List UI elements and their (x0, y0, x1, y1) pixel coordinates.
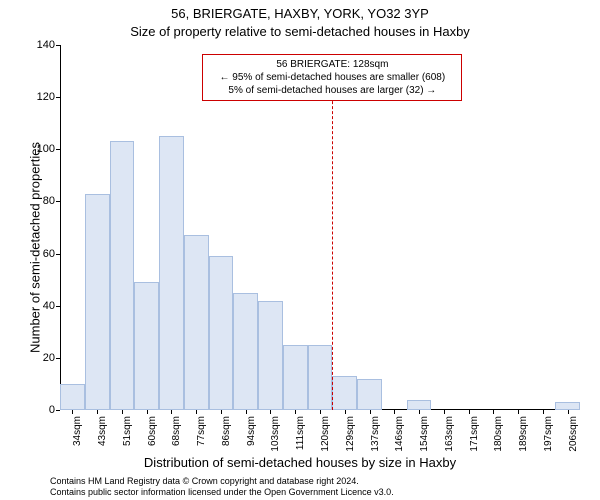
histogram-bar (184, 235, 209, 410)
y-tick-label: 80 (25, 195, 55, 207)
x-tick-label: 43sqm (97, 416, 99, 446)
histogram-bar (283, 345, 308, 410)
y-tick-label: 40 (25, 300, 55, 312)
x-tick-label: 137sqm (370, 416, 372, 452)
chart-container: 56, BRIERGATE, HAXBY, YORK, YO32 3YP Siz… (0, 0, 600, 500)
plot-area: 020406080100120140 34sqm43sqm51sqm60sqm6… (60, 45, 580, 410)
x-tick-label: 197sqm (543, 416, 545, 452)
x-tick-label: 180sqm (493, 416, 495, 452)
y-tick-label: 60 (25, 248, 55, 260)
x-tick-label: 171sqm (469, 416, 471, 452)
x-tick-label: 68sqm (171, 416, 173, 446)
histogram-bar (159, 136, 184, 410)
chart-title-desc: Size of property relative to semi-detach… (0, 24, 600, 39)
x-tick-label: 111sqm (295, 416, 297, 450)
x-tick-label: 103sqm (270, 416, 272, 452)
x-axis-label: Distribution of semi-detached houses by … (0, 455, 600, 470)
histogram-bar (258, 301, 283, 411)
histogram-bar (332, 376, 357, 410)
x-tick-label: 120sqm (320, 416, 322, 452)
histogram-bar (407, 400, 432, 410)
info-box-line: ← 95% of semi-detached houses are smalle… (209, 71, 455, 84)
x-tick-label: 163sqm (444, 416, 446, 452)
x-tick-label: 94sqm (246, 416, 248, 446)
footer-line1: Contains HM Land Registry data © Crown c… (50, 476, 590, 487)
y-tick-label: 140 (25, 39, 55, 51)
histogram-bar (85, 194, 110, 410)
y-tick-label: 20 (25, 352, 55, 364)
footer-attribution: Contains HM Land Registry data © Crown c… (50, 476, 590, 498)
x-tick-label: 206sqm (568, 416, 570, 452)
histogram-bar (233, 293, 258, 410)
x-tick-label: 129sqm (345, 416, 347, 452)
histogram-bar (555, 402, 580, 410)
y-tick-label: 120 (25, 91, 55, 103)
histogram-bar (209, 256, 234, 410)
x-tick-label: 60sqm (147, 416, 149, 446)
x-tick-label: 86sqm (221, 416, 223, 446)
chart-title-address: 56, BRIERGATE, HAXBY, YORK, YO32 3YP (0, 6, 600, 21)
x-tick-label: 189sqm (518, 416, 520, 452)
x-tick-label: 34sqm (72, 416, 74, 446)
x-tick-label: 77sqm (196, 416, 198, 446)
x-tick-label: 146sqm (394, 416, 396, 452)
info-box-line: 5% of semi-detached houses are larger (3… (209, 84, 455, 97)
x-tick-label: 154sqm (419, 416, 421, 452)
histogram-bar (308, 345, 333, 410)
histogram-bar (134, 282, 159, 410)
info-box-line: 56 BRIERGATE: 128sqm (209, 58, 455, 71)
histogram-bar (60, 384, 85, 410)
info-box-content: 56 BRIERGATE: 128sqm← 95% of semi-detach… (202, 54, 462, 101)
y-tick-label: 0 (25, 404, 55, 416)
footer-line2: Contains public sector information licen… (50, 487, 590, 498)
histogram-bar (110, 141, 135, 410)
marker-vline (332, 71, 333, 410)
histogram-bar (357, 379, 382, 410)
y-tick-label: 100 (25, 143, 55, 155)
x-tick-label: 51sqm (122, 416, 124, 446)
